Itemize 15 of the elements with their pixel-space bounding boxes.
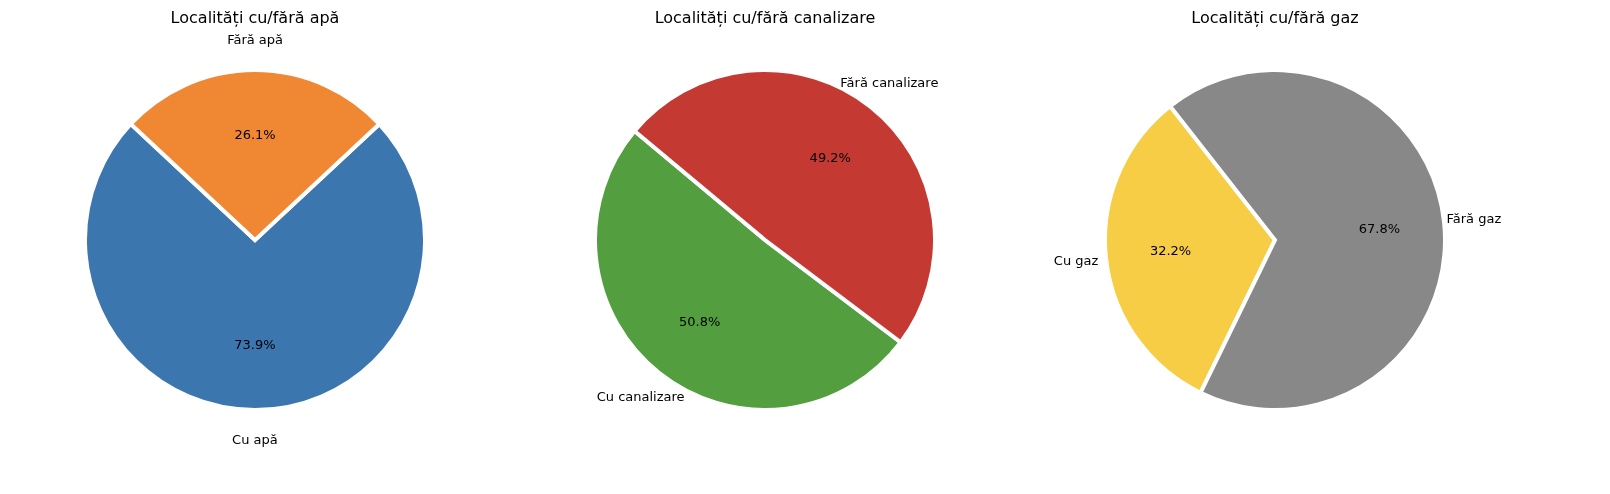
data-label: 32.2% bbox=[1149, 243, 1192, 259]
data-label: 67.8% bbox=[1358, 220, 1401, 236]
slice-label: Fără canalizare bbox=[840, 75, 939, 91]
data-label: 73.9% bbox=[234, 337, 276, 352]
chart-title: Localități cu/fără canalizare bbox=[654, 8, 876, 27]
chart-title: Localități cu/fără apă bbox=[170, 8, 340, 27]
slice-label: Cu canalizare bbox=[596, 388, 685, 404]
data-label: 50.8% bbox=[679, 314, 721, 330]
data-label: 49.2% bbox=[809, 149, 851, 165]
slice-label: Fără apă bbox=[227, 32, 284, 47]
slice-label: Cu gaz bbox=[1053, 253, 1099, 269]
slice-label: Fără gaz bbox=[1446, 210, 1502, 226]
chart-title: Localități cu/fără gaz bbox=[1191, 8, 1359, 27]
data-label: 26.1% bbox=[234, 127, 276, 142]
slice-label: Cu apă bbox=[232, 432, 278, 447]
